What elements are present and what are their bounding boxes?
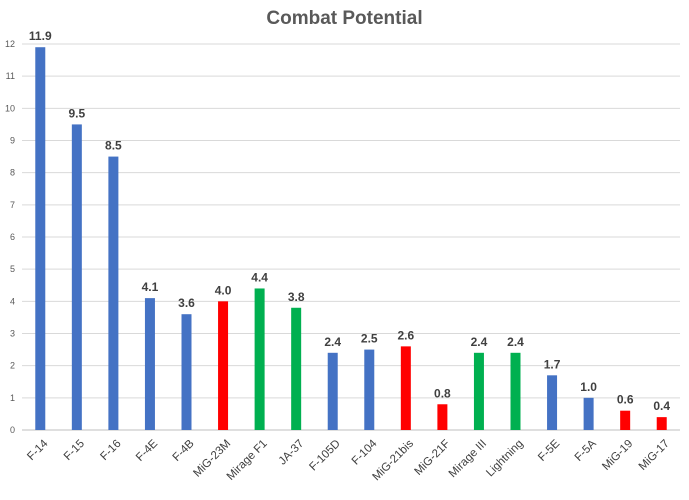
x-tick-label: F-5A [573, 437, 599, 463]
data-label: 11.9 [29, 29, 52, 43]
bar [35, 47, 46, 430]
x-tick-label: F-14 [25, 437, 51, 463]
y-tick-label: 9 [10, 136, 15, 146]
data-label: 1.0 [580, 380, 597, 394]
y-tick-label: 12 [5, 39, 15, 49]
x-tick-label: JA-37 [277, 438, 307, 468]
bar [510, 352, 521, 430]
y-tick-label: 3 [10, 329, 15, 339]
x-tick-label: F-4B [171, 437, 197, 463]
data-label: 4.4 [251, 270, 268, 284]
x-tick-label: F-15 [62, 438, 87, 463]
bar [620, 410, 631, 430]
x-tick-label: F-16 [98, 438, 123, 463]
data-label: 2.6 [397, 328, 414, 342]
data-label: 8.5 [105, 139, 122, 153]
bar [254, 288, 265, 430]
data-labels: 11.9 9.5 8.5 4.1 3.6 4.0 4.4 3.8 2.4 2.5 2.6 0.8 2.4… [29, 29, 670, 413]
data-label: 3.6 [178, 296, 195, 310]
chart-title: Combat Potential [266, 8, 423, 29]
x-tick-label: F-4E [134, 437, 160, 463]
x-tick-label: Mirage III [447, 438, 489, 480]
y-tick-label: 0 [10, 425, 15, 435]
y-tick-label: 8 [10, 168, 15, 178]
data-label: 0.6 [617, 393, 634, 407]
y-tick-label: 4 [10, 296, 15, 306]
data-label: 2.4 [507, 335, 524, 349]
y-tick-label: 11 [6, 71, 15, 81]
bar [218, 301, 229, 430]
data-label: 9.5 [68, 106, 85, 120]
x-tick-label: F-104 [350, 437, 380, 467]
bar [473, 352, 484, 430]
bar [181, 314, 192, 430]
bar [400, 346, 411, 430]
bar [291, 307, 302, 430]
y-tick-label: 10 [5, 103, 15, 113]
bar [364, 349, 375, 430]
y-tick-label: 7 [10, 200, 15, 210]
bar [583, 397, 594, 430]
bar [656, 417, 667, 430]
y-tick-label: 6 [10, 232, 15, 242]
y-tick-label: 5 [10, 264, 15, 274]
x-tick-label: Lightning [484, 438, 525, 479]
bars [35, 47, 667, 431]
data-label: 2.5 [361, 332, 378, 346]
bar [547, 375, 558, 430]
x-tick-label: F-5E [536, 437, 562, 463]
data-label: 0.8 [434, 386, 451, 400]
x-tick-label: F-105D [307, 438, 343, 474]
x-tick-label: MiG-17 [637, 438, 672, 473]
y-tick-label: 1 [10, 393, 15, 403]
gridlines [22, 43, 680, 431]
data-label: 4.0 [215, 283, 232, 297]
bar [327, 352, 338, 430]
data-label: 2.4 [471, 335, 488, 349]
data-label: 4.1 [142, 280, 159, 294]
y-tick-label: 2 [10, 361, 15, 371]
data-label: 0.4 [653, 399, 670, 413]
data-label: 2.4 [324, 335, 341, 349]
bar [144, 298, 155, 430]
bar [437, 404, 448, 430]
bar [71, 124, 82, 431]
data-label: 1.7 [544, 357, 561, 371]
x-tick-label: MiG-19 [600, 438, 635, 473]
data-label: 3.8 [288, 290, 305, 304]
bar [108, 156, 119, 431]
